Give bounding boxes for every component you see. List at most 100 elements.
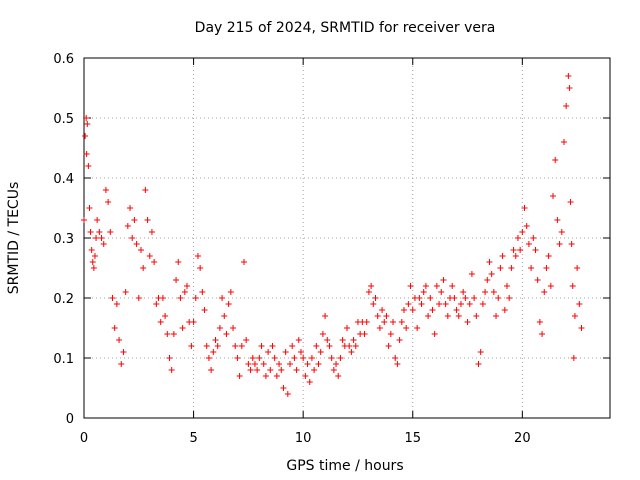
data-point [188, 343, 195, 349]
data-point [175, 259, 182, 265]
data-point [287, 361, 294, 367]
data-point [545, 253, 552, 259]
data-point [464, 319, 471, 325]
data-point [153, 301, 160, 307]
data-point [418, 301, 425, 307]
y-tick-label: 0.3 [53, 232, 74, 247]
data-point [330, 367, 337, 373]
data-point [554, 217, 561, 223]
data-point [278, 367, 285, 373]
y-tick-label: 0.2 [53, 292, 74, 307]
data-point [567, 199, 574, 205]
y-tick-label: 0.4 [53, 172, 74, 187]
data-point [216, 325, 223, 331]
data-point [289, 343, 296, 349]
data-point [322, 313, 329, 319]
data-point [460, 289, 467, 295]
data-point [297, 349, 304, 355]
data-point [210, 349, 217, 355]
data-point [324, 337, 331, 343]
data-point [190, 319, 197, 325]
data-point [93, 235, 100, 241]
data-point [81, 217, 87, 223]
data-point [225, 301, 232, 307]
data-point [372, 295, 379, 301]
data-point [243, 337, 250, 343]
data-point [574, 265, 581, 271]
data-point [251, 361, 258, 367]
data-point [184, 283, 191, 289]
data-point [466, 301, 473, 307]
data-point [102, 187, 109, 193]
data-point [245, 361, 252, 367]
data-point [162, 313, 169, 319]
data-point [565, 73, 572, 79]
data-point [192, 295, 199, 301]
data-point [267, 367, 274, 373]
x-tick-label: 15 [404, 431, 421, 446]
data-point [201, 307, 208, 313]
data-point [179, 325, 186, 331]
data-point [157, 319, 164, 325]
data-point [223, 331, 230, 337]
data-point [451, 295, 458, 301]
data-point [383, 313, 390, 319]
data-point [484, 277, 491, 283]
data-point [280, 385, 287, 391]
data-point [396, 337, 403, 343]
data-point [374, 313, 381, 319]
data-point [214, 343, 221, 349]
data-point [488, 271, 495, 277]
data-point [194, 253, 201, 259]
data-point [534, 277, 541, 283]
data-point [385, 343, 392, 349]
data-point [247, 367, 254, 373]
data-point [87, 229, 94, 235]
data-point [547, 283, 554, 289]
data-point [409, 307, 416, 313]
data-point [86, 205, 93, 211]
data-point [368, 283, 375, 289]
data-point [442, 301, 449, 307]
data-point [315, 361, 322, 367]
data-point [333, 361, 340, 367]
data-point [221, 313, 228, 319]
data-point [83, 115, 90, 121]
data-point [302, 373, 309, 379]
data-point [284, 391, 291, 397]
data-point [306, 379, 313, 385]
data-point [107, 229, 114, 235]
data-point [570, 355, 577, 361]
chart-title: Day 215 of 2024, SRMTID for receiver ver… [195, 20, 496, 36]
data-point [212, 337, 219, 343]
data-point [85, 163, 92, 169]
data-point [124, 223, 131, 229]
data-point [83, 151, 90, 157]
data-point [319, 331, 326, 337]
data-point [482, 289, 489, 295]
data-point [111, 325, 118, 331]
data-point [82, 133, 89, 139]
data-point [346, 343, 353, 349]
data-point [361, 331, 368, 337]
data-point [405, 301, 412, 307]
data-point [146, 253, 153, 259]
data-point [422, 283, 429, 289]
data-point [503, 283, 510, 289]
data-point [392, 355, 399, 361]
data-point [91, 253, 98, 259]
data-point [479, 301, 486, 307]
data-point [142, 187, 149, 193]
data-point [444, 313, 451, 319]
data-point [519, 229, 526, 235]
data-point [436, 301, 443, 307]
data-point [475, 361, 482, 367]
data-point [337, 355, 344, 361]
data-point [116, 337, 123, 343]
data-point [344, 325, 350, 331]
data-point [84, 121, 91, 127]
data-point [127, 205, 134, 211]
data-point [517, 247, 524, 253]
data-point [471, 295, 478, 301]
data-point [240, 259, 247, 265]
